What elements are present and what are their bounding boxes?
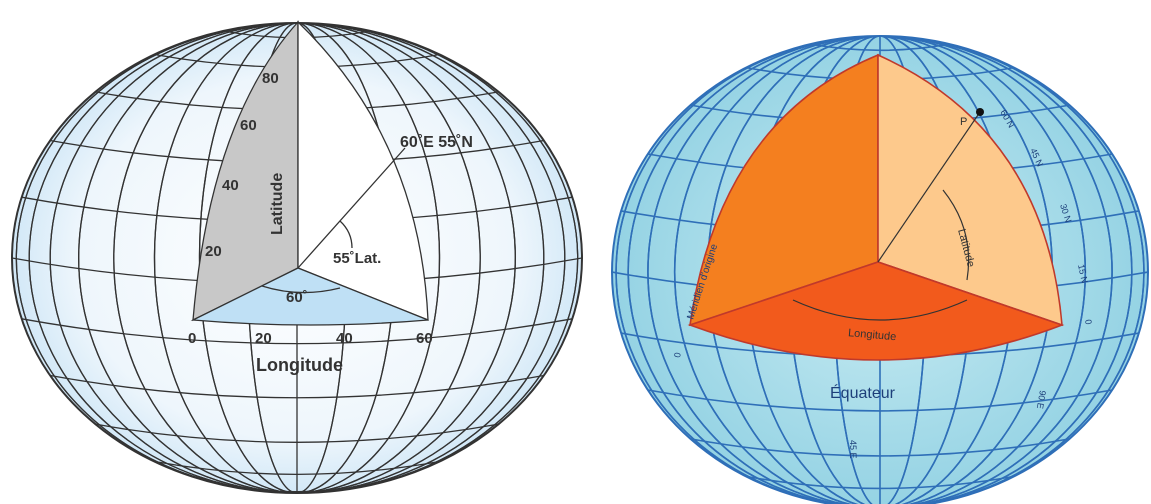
angle-arc (339, 220, 353, 249)
grid-line (78, 23, 516, 493)
grid-line (810, 43, 950, 52)
equator-label: Équateur (830, 383, 896, 402)
longitude-label: Longitude (256, 355, 343, 375)
grid-line (15, 23, 579, 493)
grid-line (673, 36, 1087, 504)
grid-line (627, 36, 1133, 504)
parallel-label: 15 N (1076, 263, 1090, 284)
latitude-arc (942, 189, 970, 281)
lon-tick: 40 (336, 330, 353, 347)
grid-line (95, 423, 499, 443)
latitude-face (192, 20, 299, 322)
cut-face-bottom (687, 261, 1065, 361)
lon-tick: 60 (416, 330, 433, 347)
grid-line (154, 460, 440, 475)
grid-line (153, 23, 441, 493)
grid-line (810, 499, 950, 504)
longitude-label: Longitude (848, 327, 897, 343)
longitude-arc (792, 299, 968, 321)
lon-tick: 0 (188, 330, 196, 347)
longitude-angle: 60˚ (286, 289, 308, 306)
grid-line (21, 318, 573, 345)
point-label: 60˚E 55˚N (400, 134, 473, 151)
parallel-label: 0 (1083, 319, 1094, 326)
lon-tick: 20 (255, 330, 272, 347)
graticule (12, 23, 582, 493)
cut-face-left (689, 53, 879, 327)
grid-line (49, 23, 545, 493)
meridian-zero: 0 (672, 352, 683, 359)
point (976, 108, 984, 116)
grid-line (28, 23, 566, 493)
grid-line (690, 438, 1070, 457)
cut-face-right (877, 53, 1063, 327)
meridian-face (297, 20, 429, 321)
grid-line (223, 484, 371, 493)
equator-face (190, 267, 429, 326)
grid-line (745, 475, 1015, 490)
lat-tick: 20 (205, 243, 222, 260)
meridian-tick: 45 E (848, 440, 858, 459)
grid-line (647, 36, 1113, 504)
right-globe (611, 35, 1149, 504)
lat-tick: 60 (240, 117, 257, 134)
grid-line (647, 389, 1113, 412)
radius (877, 111, 981, 263)
latitude-label: Latitude (269, 173, 286, 235)
grid-line (113, 23, 481, 493)
point-label: P (960, 116, 967, 128)
lat-tick: 80 (262, 70, 279, 87)
radius (297, 147, 406, 269)
latitude-angle: 55˚Lat. (333, 250, 381, 267)
lat-tick: 40 (222, 177, 239, 194)
left-globe (11, 20, 583, 494)
grid-line (50, 374, 544, 399)
angle-arc (261, 285, 341, 294)
meridian-tick: 90 E (1035, 390, 1048, 410)
